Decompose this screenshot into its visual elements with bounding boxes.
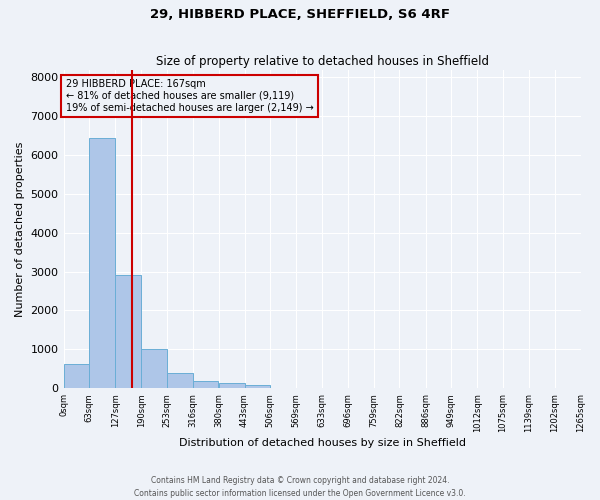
Y-axis label: Number of detached properties: Number of detached properties [15,141,25,316]
Bar [64,364,89,388]
Bar [245,385,271,388]
Bar [89,138,115,388]
Bar [167,374,193,388]
Title: Size of property relative to detached houses in Sheffield: Size of property relative to detached ho… [155,56,488,68]
Bar [141,350,167,388]
Text: 29 HIBBERD PLACE: 167sqm
← 81% of detached houses are smaller (9,119)
19% of sem: 29 HIBBERD PLACE: 167sqm ← 81% of detach… [65,80,313,112]
X-axis label: Distribution of detached houses by size in Sheffield: Distribution of detached houses by size … [179,438,466,448]
Text: Contains HM Land Registry data © Crown copyright and database right 2024.
Contai: Contains HM Land Registry data © Crown c… [134,476,466,498]
Bar [115,275,141,388]
Text: 29, HIBBERD PLACE, SHEFFIELD, S6 4RF: 29, HIBBERD PLACE, SHEFFIELD, S6 4RF [150,8,450,20]
Bar [219,384,245,388]
Bar [193,381,218,388]
